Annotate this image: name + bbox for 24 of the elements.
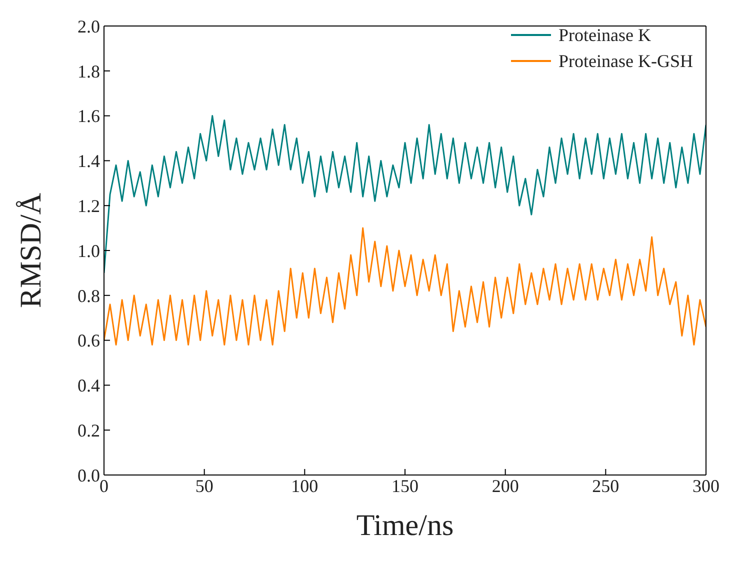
x-tick-label: 300	[692, 476, 720, 496]
legend-label: Proteinase K-GSH	[558, 50, 693, 73]
y-tick-label: 0.4	[78, 376, 100, 396]
legend-label: Proteinase K	[558, 24, 651, 47]
y-tick-label: 0.8	[78, 286, 100, 306]
x-tick-label: 200	[492, 476, 519, 496]
x-tick-label: 100	[291, 476, 318, 496]
y-tick-label: 1.2	[78, 196, 100, 216]
y-tick-label: 0.2	[78, 420, 100, 440]
y-tick-label: 0.0	[78, 465, 100, 486]
line-series	[104, 227, 706, 346]
x-tick-label: 50	[195, 476, 214, 496]
x-tick-label: 150	[392, 476, 418, 496]
y-tick-label: 1.8	[78, 61, 100, 82]
y-axis-title: RMSD/Å	[14, 192, 48, 308]
line-series	[104, 115, 706, 274]
y-tick-label: 2.0	[78, 16, 100, 36]
y-tick-label: 1.4	[78, 151, 100, 172]
x-axis-title: Time/ns	[356, 509, 454, 542]
y-tick-label: 1.6	[78, 106, 100, 126]
y-tick-label: 1.0	[78, 240, 100, 261]
y-tick-label: 0.6	[78, 330, 100, 351]
x-tick-label: 0	[100, 476, 108, 496]
x-tick-label: 250	[592, 476, 620, 496]
